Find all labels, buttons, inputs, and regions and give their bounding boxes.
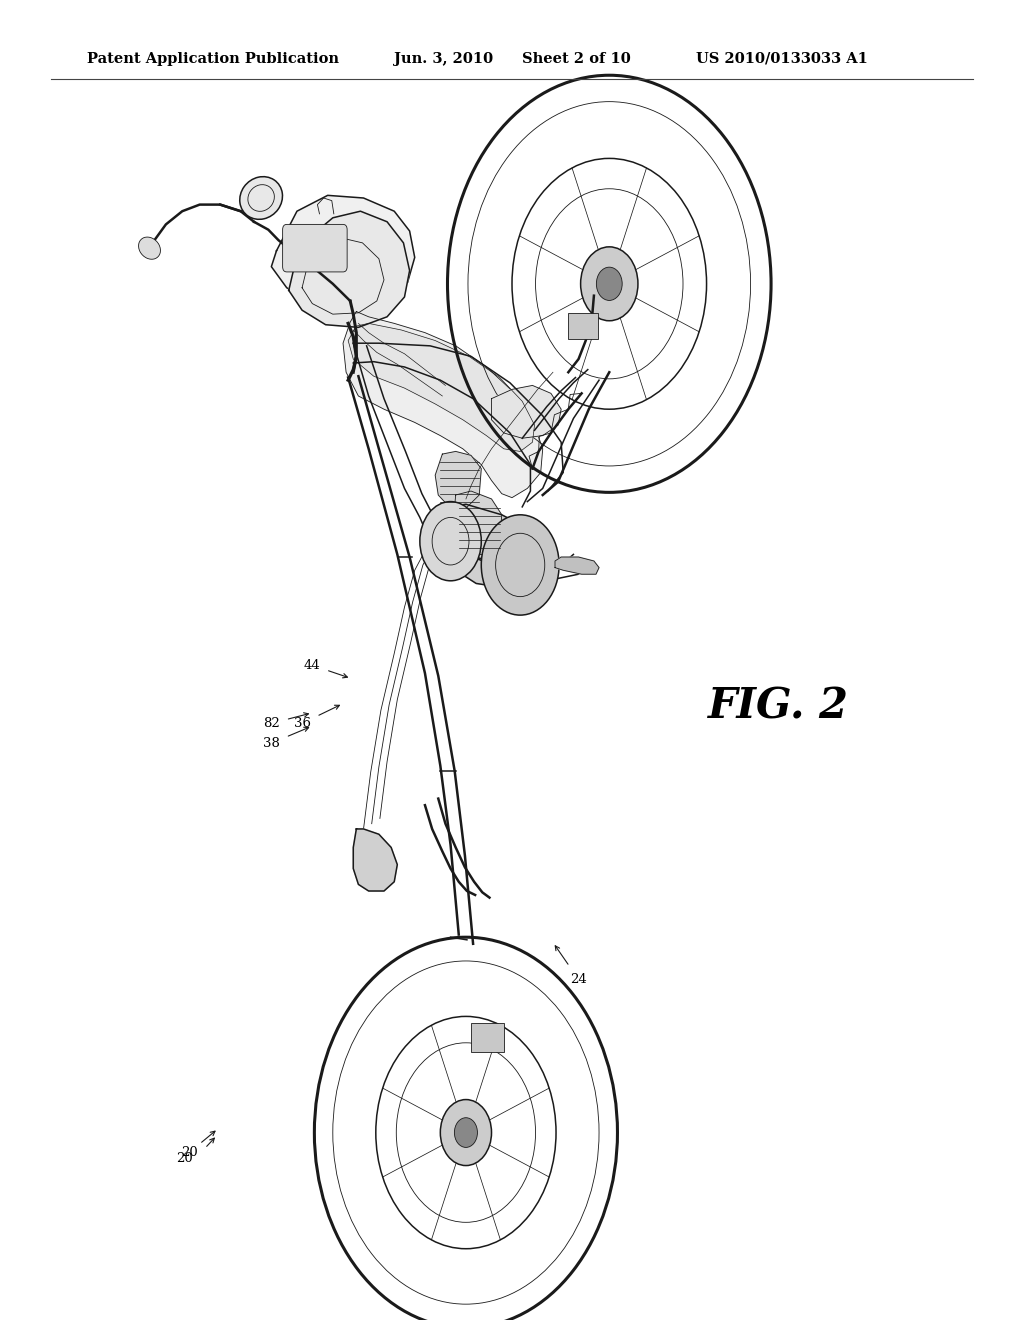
Text: US 2010/0133033 A1: US 2010/0133033 A1 [696, 51, 868, 66]
Circle shape [455, 1118, 477, 1147]
Polygon shape [438, 504, 543, 587]
Text: 24: 24 [570, 973, 587, 986]
Text: 20: 20 [176, 1152, 193, 1166]
Text: Jun. 3, 2010: Jun. 3, 2010 [394, 51, 494, 66]
Text: 20: 20 [181, 1146, 198, 1159]
FancyBboxPatch shape [568, 313, 598, 339]
Polygon shape [435, 451, 481, 508]
Polygon shape [271, 195, 415, 310]
Text: Patent Application Publication: Patent Application Publication [87, 51, 339, 66]
Text: 38: 38 [263, 737, 280, 750]
FancyBboxPatch shape [471, 1023, 504, 1052]
Text: 44: 44 [304, 659, 321, 672]
Circle shape [481, 515, 559, 615]
Ellipse shape [138, 238, 161, 259]
Circle shape [596, 267, 623, 301]
Circle shape [581, 247, 638, 321]
Ellipse shape [240, 177, 283, 219]
Polygon shape [454, 491, 502, 554]
Text: Sheet 2 of 10: Sheet 2 of 10 [522, 51, 631, 66]
Text: 82: 82 [263, 717, 280, 730]
Text: FIG. 2: FIG. 2 [708, 685, 849, 727]
Polygon shape [353, 829, 397, 891]
Circle shape [440, 1100, 492, 1166]
Polygon shape [348, 323, 535, 451]
Text: 36: 36 [294, 717, 310, 730]
Circle shape [420, 502, 481, 581]
Polygon shape [555, 557, 599, 574]
Polygon shape [492, 385, 561, 438]
Polygon shape [343, 312, 543, 498]
FancyBboxPatch shape [283, 224, 347, 272]
Polygon shape [289, 211, 410, 327]
